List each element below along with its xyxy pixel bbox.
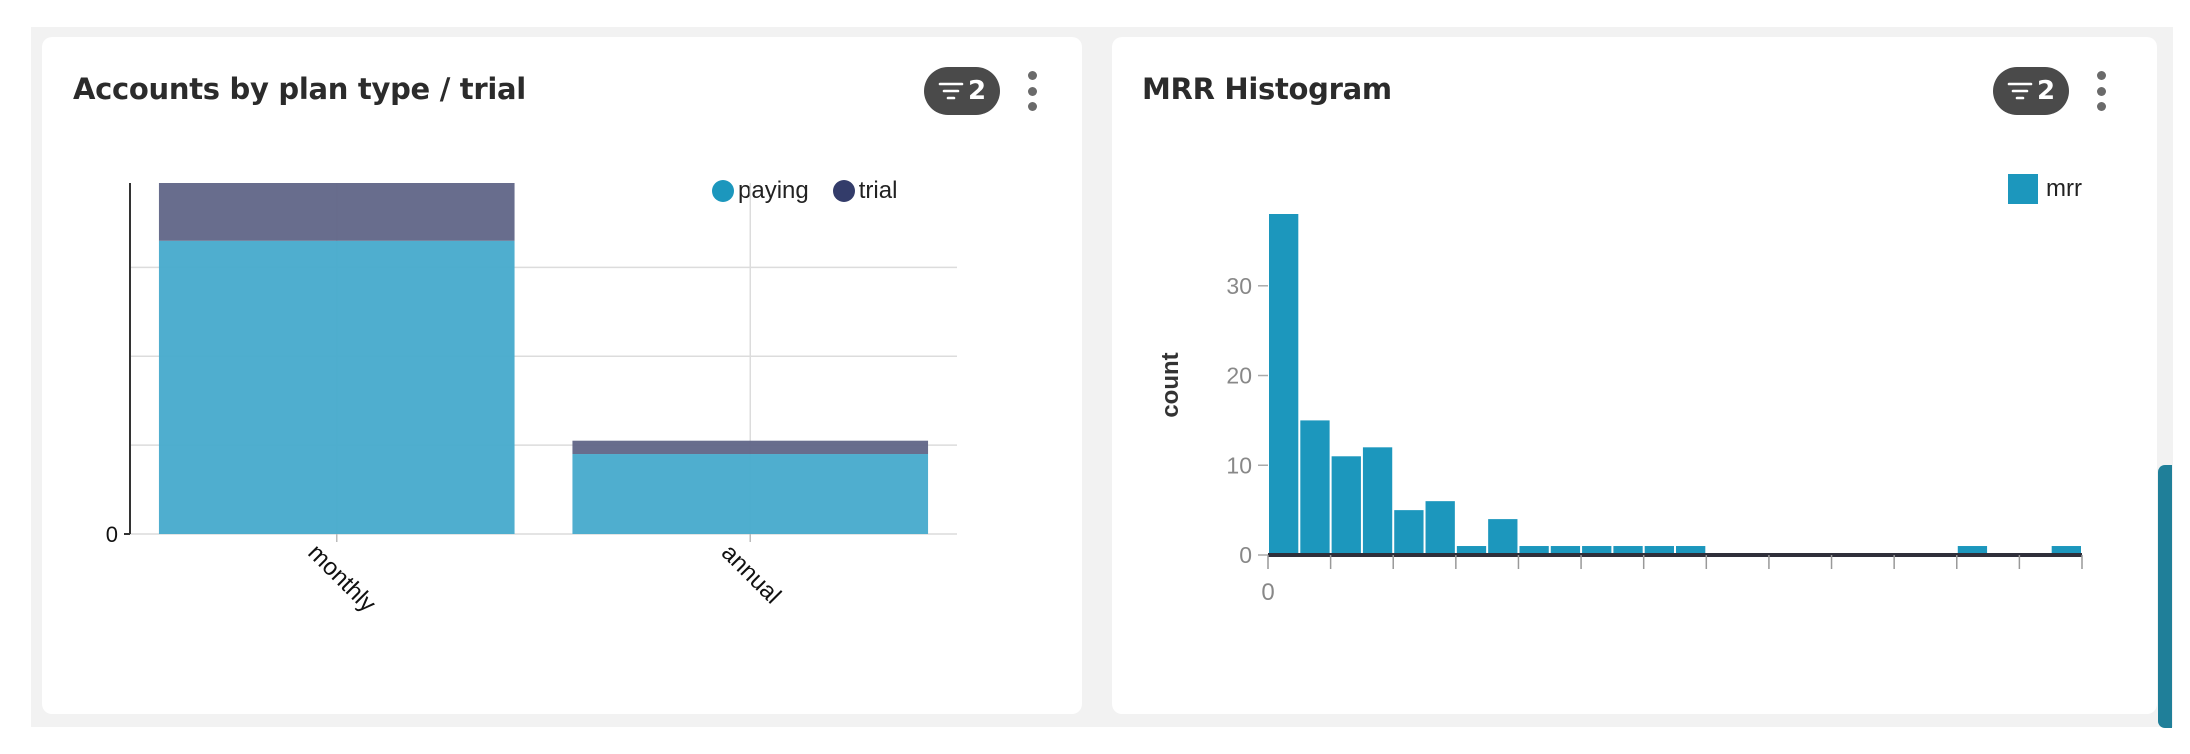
filter-count: 2 — [2036, 76, 2056, 106]
legend-label-trial: trial — [858, 177, 898, 204]
legend-swatch-mrr — [2008, 174, 2038, 204]
chart-legend: paying trial — [712, 177, 897, 205]
y-axis-label: count — [1157, 352, 1184, 417]
bar-paying-annual — [572, 454, 929, 534]
legend-swatch-trial — [832, 180, 855, 202]
histogram-bar — [1550, 546, 1581, 555]
histogram-bar — [1613, 546, 1643, 555]
card-title: MRR Histogram — [1142, 72, 1392, 106]
histogram-bar — [1582, 546, 1612, 555]
histogram-bar — [1331, 456, 1361, 555]
accounts-bar-chart: monthly annual 0 — [106, 183, 957, 618]
bar-trial-annual — [572, 440, 929, 455]
histogram-bar — [1456, 546, 1487, 555]
y-tick-label: 0 — [106, 522, 118, 547]
card-title: Accounts by plan type / trial — [73, 72, 526, 106]
mrr-histogram-chart: 00 10 20 30 count — [1157, 214, 2083, 606]
y-tick-label: 20 — [1226, 363, 1252, 389]
scrollbar[interactable] — [2158, 465, 2172, 728]
mrr-histogram-card: MRR Histogram 2 mrr 0 0 10 20 30 count — [1112, 37, 2157, 714]
histogram-bar — [1362, 447, 1393, 555]
bar-trial-monthly — [158, 183, 515, 241]
filter-count: 2 — [967, 76, 987, 106]
x-tick-label: monthly — [303, 539, 382, 618]
histogram-bar — [1519, 546, 1549, 555]
histogram-bar — [1957, 546, 1988, 555]
histogram-bar — [1269, 214, 1299, 555]
y-tick-label: 30 — [1226, 273, 1252, 299]
filter-badge[interactable]: 2 — [924, 67, 1000, 115]
histogram-bar — [1300, 420, 1330, 555]
x-tick-label: annual — [716, 539, 786, 609]
legend-label-mrr: mrr — [2046, 175, 2082, 202]
x-tick-label: 0 — [1261, 579, 1274, 606]
kebab-icon[interactable] — [2091, 71, 2111, 111]
histogram-bar — [1676, 546, 1706, 555]
histogram-bar — [1425, 501, 1455, 555]
filter-icon — [2007, 82, 2033, 100]
histogram-bar — [1394, 510, 1424, 555]
filter-icon — [938, 82, 964, 100]
histogram-bar — [1644, 546, 1674, 555]
legend-swatch-paying — [712, 180, 734, 202]
chart-legend: mrr — [2008, 174, 2082, 204]
kebab-icon[interactable] — [1022, 71, 1042, 111]
legend-item-trial[interactable]: trial — [832, 177, 898, 205]
histogram-bar — [2051, 546, 2081, 555]
filter-badge[interactable]: 2 — [1993, 67, 2069, 115]
accounts-by-plan-card: Accounts by plan type / trial 2 paying t… — [42, 37, 1082, 714]
legend-item-mrr[interactable]: mrr — [2008, 174, 2082, 204]
y-tick-label: 10 — [1226, 452, 1252, 478]
y-tick-label: 0 — [1239, 542, 1252, 568]
bar-paying-monthly — [158, 240, 515, 534]
histogram-bar — [1488, 519, 1518, 555]
